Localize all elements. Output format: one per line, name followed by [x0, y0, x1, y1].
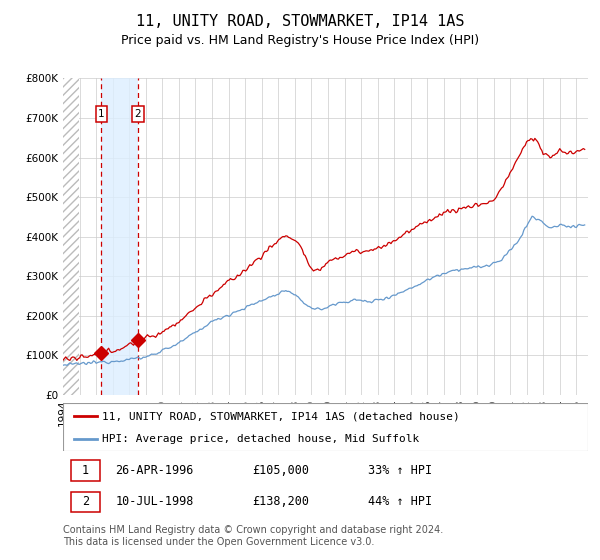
Text: Contains HM Land Registry data © Crown copyright and database right 2024.
This d: Contains HM Land Registry data © Crown c…	[63, 525, 443, 547]
Text: £138,200: £138,200	[252, 495, 309, 508]
Text: 1: 1	[98, 109, 105, 119]
Text: 11, UNITY ROAD, STOWMARKET, IP14 1AS (detached house): 11, UNITY ROAD, STOWMARKET, IP14 1AS (de…	[103, 411, 460, 421]
Text: 33% ↑ HPI: 33% ↑ HPI	[367, 464, 431, 477]
Text: HPI: Average price, detached house, Mid Suffolk: HPI: Average price, detached house, Mid …	[103, 434, 419, 444]
Bar	[63, 78, 79, 395]
Text: Price paid vs. HM Land Registry's House Price Index (HPI): Price paid vs. HM Land Registry's House …	[121, 34, 479, 46]
Text: 10-JUL-1998: 10-JUL-1998	[115, 495, 194, 508]
FancyBboxPatch shape	[71, 492, 100, 512]
Text: 44% ↑ HPI: 44% ↑ HPI	[367, 495, 431, 508]
Text: 26-APR-1996: 26-APR-1996	[115, 464, 194, 477]
FancyBboxPatch shape	[71, 460, 100, 480]
Text: £105,000: £105,000	[252, 464, 309, 477]
Text: 2: 2	[135, 109, 142, 119]
Text: 1: 1	[82, 464, 89, 477]
FancyBboxPatch shape	[63, 403, 588, 451]
Bar	[101, 78, 138, 395]
Text: 11, UNITY ROAD, STOWMARKET, IP14 1AS: 11, UNITY ROAD, STOWMARKET, IP14 1AS	[136, 14, 464, 29]
Text: 2: 2	[82, 495, 89, 508]
